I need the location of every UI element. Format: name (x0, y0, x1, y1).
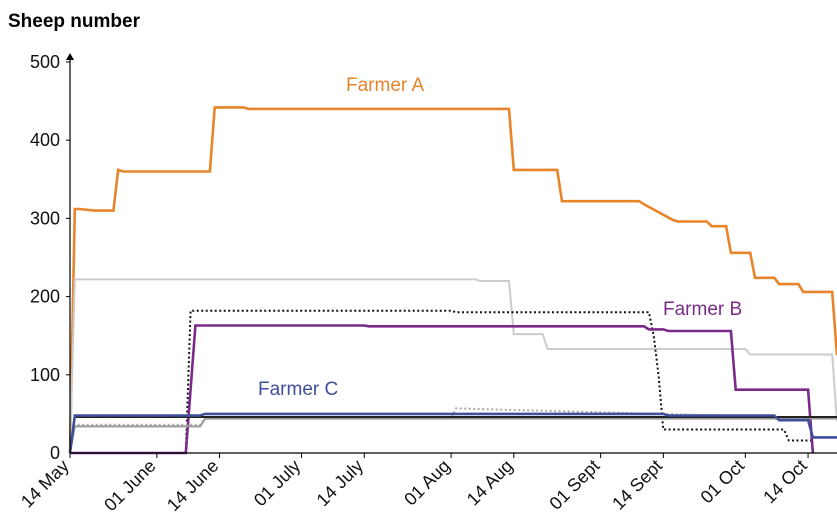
series-line-farmer-b (70, 324, 815, 455)
x-tick-label: 14 Sept (608, 456, 666, 514)
series-line-farmer-c (68, 412, 837, 454)
annotation-farmer-a: Farmer A (346, 75, 424, 96)
axes: 0 100 200 300 400 500 14 May 01 June 14 June 01 J… (17, 52, 837, 515)
annotation-farmer-c: Farmer C (258, 379, 338, 400)
x-tick-label: 01 Oct (697, 456, 749, 508)
annotation-farmer-b: Farmer B (663, 299, 742, 320)
y-axis-label: Sheep number (8, 11, 141, 32)
y-axis-arrow-icon (66, 53, 74, 60)
x-tick-label: 14 June (163, 456, 222, 515)
x-tick-label: 14 May (17, 456, 73, 512)
series-layer (68, 106, 837, 455)
series-line-farmer-a (68, 106, 837, 454)
series-line-unlabeled-2 (184, 309, 813, 454)
x-tick-label: 01 July (250, 456, 304, 510)
y-tick-label: 0 (50, 443, 60, 463)
x-tick-label: 01 Sept (545, 456, 603, 514)
y-tick-label: 100 (30, 365, 60, 385)
y-tick-label: 500 (30, 52, 60, 72)
y-tick-label: 200 (30, 287, 60, 307)
x-tick-label: 14 Aug (463, 456, 517, 510)
y-tick-label: 400 (30, 130, 60, 150)
y-tick-label: 300 (30, 208, 60, 228)
x-tick-label: 14 July (313, 456, 367, 510)
series-line-unlabeled-1 (69, 278, 837, 454)
x-tick-label: 14 Oct (759, 456, 811, 508)
x-tick-label: 01 June (100, 456, 159, 515)
x-tick-label: 01 Aug (400, 456, 454, 510)
annotations: Farmer A Farmer B Farmer C (258, 75, 742, 400)
